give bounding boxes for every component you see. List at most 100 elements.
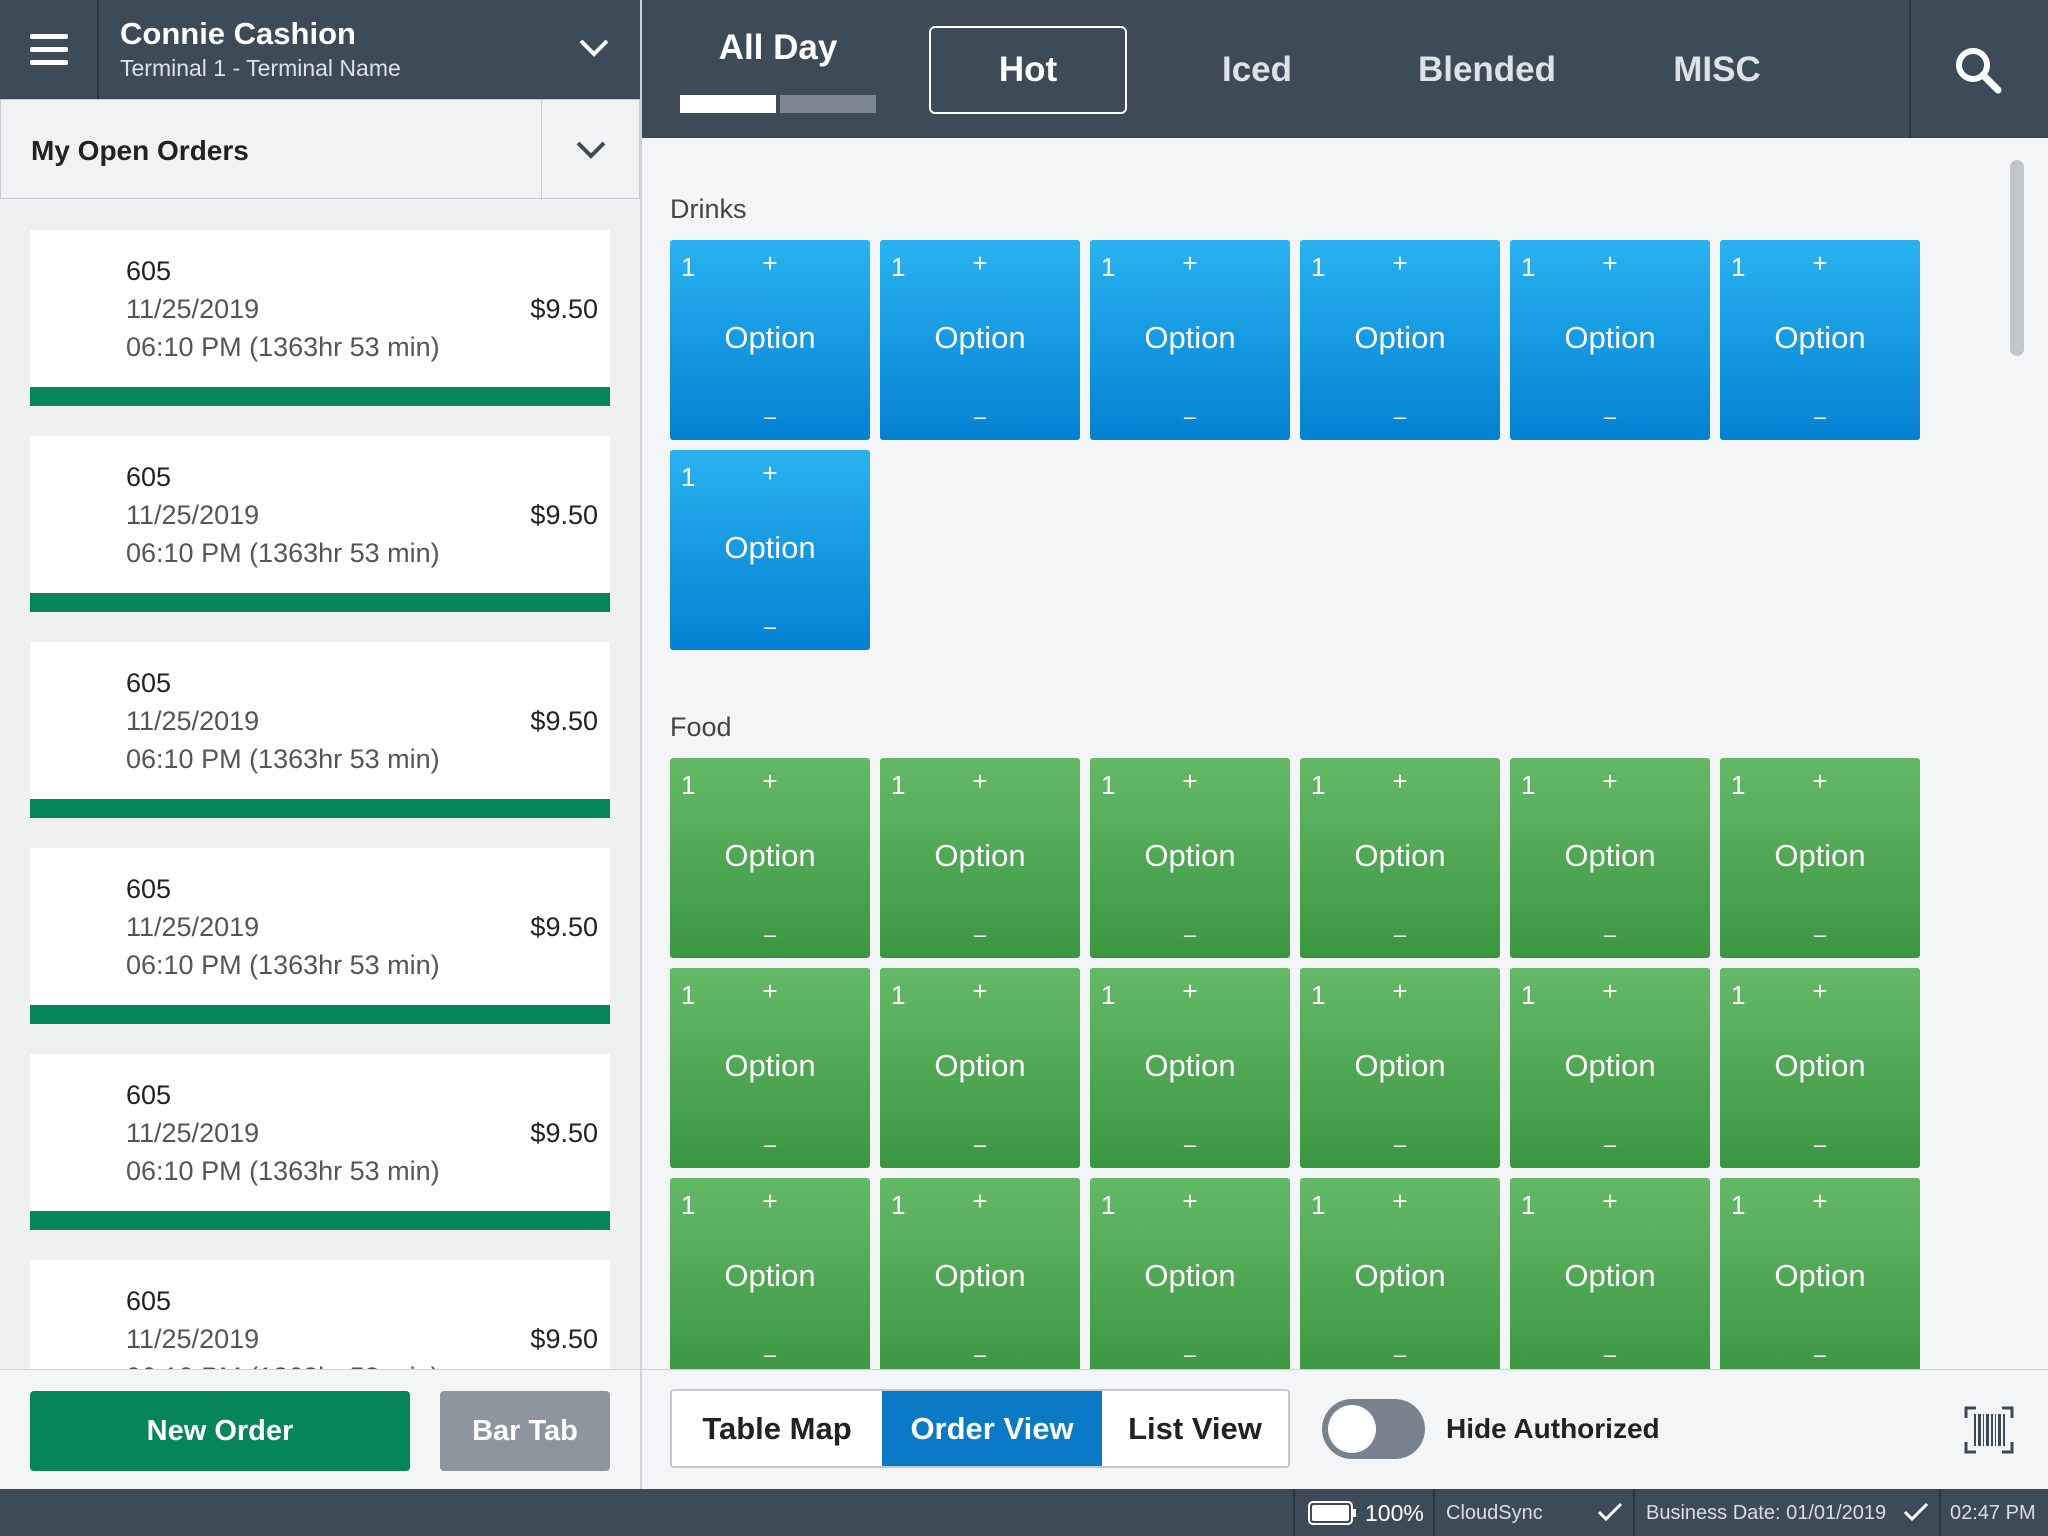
chevron xyxy=(576,141,606,159)
tile-minus: – xyxy=(763,922,777,947)
order-card[interactable]: 605 11/25/2019 06:10 PM (1363hr 53 min) $9.… xyxy=(30,230,610,406)
order-date: 11/25/2019 xyxy=(126,500,260,530)
search-icon[interactable] xyxy=(1954,46,2002,94)
menu-tile[interactable]: 1 + Option – xyxy=(1510,758,1710,958)
tile-minus: – xyxy=(1183,922,1197,947)
tile-label: Option xyxy=(1144,1258,1236,1293)
menu-tile[interactable]: 1 + Option – xyxy=(1720,1178,1920,1369)
tile-minus: – xyxy=(973,404,987,429)
tile-minus: – xyxy=(973,1132,987,1157)
tile-plus: + xyxy=(1392,248,1408,278)
order-number: 605 xyxy=(126,256,172,286)
tile-minus: – xyxy=(1393,922,1407,947)
tile-minus: – xyxy=(763,1132,777,1157)
menu-tile[interactable]: 1 + Option – xyxy=(1720,240,1920,440)
order-card[interactable]: 605 11/25/2019 06:10 PM (1363hr 53 min) $9.… xyxy=(30,1260,610,1369)
tile-label: Option xyxy=(1774,1048,1866,1083)
tile-qty: 1 xyxy=(681,980,696,1010)
sync-label: CloudSync xyxy=(1446,1502,1543,1524)
tile-label: Option xyxy=(1564,1048,1656,1083)
tile-plus: + xyxy=(1602,766,1618,796)
tile-minus: – xyxy=(973,922,987,947)
tile-minus: – xyxy=(763,404,777,429)
tile-plus: + xyxy=(762,248,778,278)
tile-label: Option xyxy=(1144,320,1236,355)
menu-tile[interactable]: 1 + Option – xyxy=(1510,968,1710,1168)
check-icon xyxy=(1903,1502,1929,1522)
order-card[interactable]: 605 11/25/2019 06:10 PM (1363hr 53 min) $9.… xyxy=(30,1054,610,1230)
tile-plus: + xyxy=(972,1186,988,1216)
menu-tile[interactable]: 1 + Option – xyxy=(1510,1178,1710,1369)
menu-tile[interactable]: 1 + Option – xyxy=(1720,758,1920,958)
menu-tile[interactable]: 1 + Option – xyxy=(880,1178,1080,1369)
tile-qty: 1 xyxy=(1731,252,1746,282)
order-price: $9.50 xyxy=(530,912,598,942)
category-tab[interactable]: Hot xyxy=(929,26,1127,114)
menu-tile[interactable]: 1 + Option – xyxy=(1090,240,1290,440)
tile-plus: + xyxy=(1812,1186,1828,1216)
menu-tile[interactable]: 1 + Option – xyxy=(1300,240,1500,440)
tile-qty: 1 xyxy=(1521,252,1536,282)
menu-tile[interactable]: 1 + Option – xyxy=(880,240,1080,440)
page-dot xyxy=(780,95,876,113)
menu-tile[interactable]: 1 + Option – xyxy=(880,968,1080,1168)
order-price: $9.50 xyxy=(530,294,598,324)
menu-tile[interactable]: 1 + Option – xyxy=(1720,968,1920,1168)
category-tab[interactable]: Iced xyxy=(1221,50,1293,89)
tile-label: Option xyxy=(1774,320,1866,355)
view-option[interactable]: Order View xyxy=(882,1391,1102,1466)
menu-tile[interactable]: 1 + Option – xyxy=(670,758,870,958)
battery-level: 100% xyxy=(1365,1500,1424,1526)
tile-plus: + xyxy=(762,458,778,488)
tile-qty: 1 xyxy=(681,1190,696,1220)
tile-minus: – xyxy=(763,614,777,639)
filter[interactable]: My Open Orders xyxy=(0,99,640,200)
menu-tile[interactable]: 1 + Option – xyxy=(1510,240,1710,440)
tile-plus: + xyxy=(1602,248,1618,278)
category-tab[interactable]: MISC xyxy=(1673,50,1761,89)
tile-qty: 1 xyxy=(1311,252,1326,282)
menu-tile[interactable]: 1 + Option – xyxy=(1300,758,1500,958)
tile-label: Option xyxy=(934,1258,1026,1293)
tile-qty: 1 xyxy=(1521,770,1536,800)
tile-label: Option xyxy=(934,838,1026,873)
menu-tile[interactable]: 1 + Option – xyxy=(670,1178,870,1369)
chevron[interactable] xyxy=(578,38,610,58)
tile-qty: 1 xyxy=(1101,252,1116,282)
menu-tile[interactable]: 1 + Option – xyxy=(1300,1178,1500,1369)
menu-icon[interactable] xyxy=(30,34,70,66)
clock: 02:47 PM xyxy=(1950,1502,2036,1524)
new-order-button[interactable]: New Order xyxy=(30,1391,410,1471)
order-time: 06:10 PM (1363hr 53 min) xyxy=(126,950,440,980)
tile-plus: + xyxy=(972,766,988,796)
tile-plus: + xyxy=(762,766,778,796)
tile-qty: 1 xyxy=(681,252,696,282)
menu-tile[interactable]: 1 + Option – xyxy=(670,450,870,650)
category-tab[interactable]: Blended xyxy=(1417,50,1557,89)
view-option[interactable]: Table Map xyxy=(672,1391,882,1466)
order-card[interactable]: 605 11/25/2019 06:10 PM (1363hr 53 min) $9.… xyxy=(30,848,610,1024)
order-number: 605 xyxy=(126,874,172,904)
menu-tile[interactable]: 1 + Option – xyxy=(670,968,870,1168)
menu-tile[interactable]: 1 + Option – xyxy=(670,240,870,440)
order-price: $9.50 xyxy=(530,1118,598,1148)
menu-tile[interactable]: 1 + Option – xyxy=(1090,1178,1290,1369)
menu-name-text: All Day xyxy=(718,28,838,67)
tile-qty: 1 xyxy=(891,252,906,282)
menu-tile[interactable]: 1 + Option – xyxy=(1090,968,1290,1168)
view-option[interactable]: List View xyxy=(1102,1391,1288,1466)
order-card[interactable]: 605 11/25/2019 06:10 PM (1363hr 53 min) $9.… xyxy=(30,436,610,612)
order-price: $9.50 xyxy=(530,1324,598,1354)
menu-tile[interactable]: 1 + Option – xyxy=(1300,968,1500,1168)
right-footer: Table Map Order View List View Hide Author… xyxy=(642,1369,2048,1489)
tile-minus: – xyxy=(1603,922,1617,947)
menu-tile[interactable]: 1 + Option – xyxy=(880,758,1080,958)
order-time: 06:10 PM (1363hr 53 min) xyxy=(126,538,440,568)
menu-tile[interactable]: 1 + Option – xyxy=(1090,758,1290,958)
tile-plus: + xyxy=(1602,976,1618,1006)
order-time: 06:10 PM (1363hr 53 min) xyxy=(126,1156,440,1186)
order-card[interactable]: 605 11/25/2019 06:10 PM (1363hr 53 min) $9.… xyxy=(30,642,610,818)
barcode-icon[interactable] xyxy=(1964,1406,2014,1454)
bar-tab-button[interactable]: Bar Tab xyxy=(440,1391,610,1471)
toggle[interactable] xyxy=(1322,1399,1425,1459)
